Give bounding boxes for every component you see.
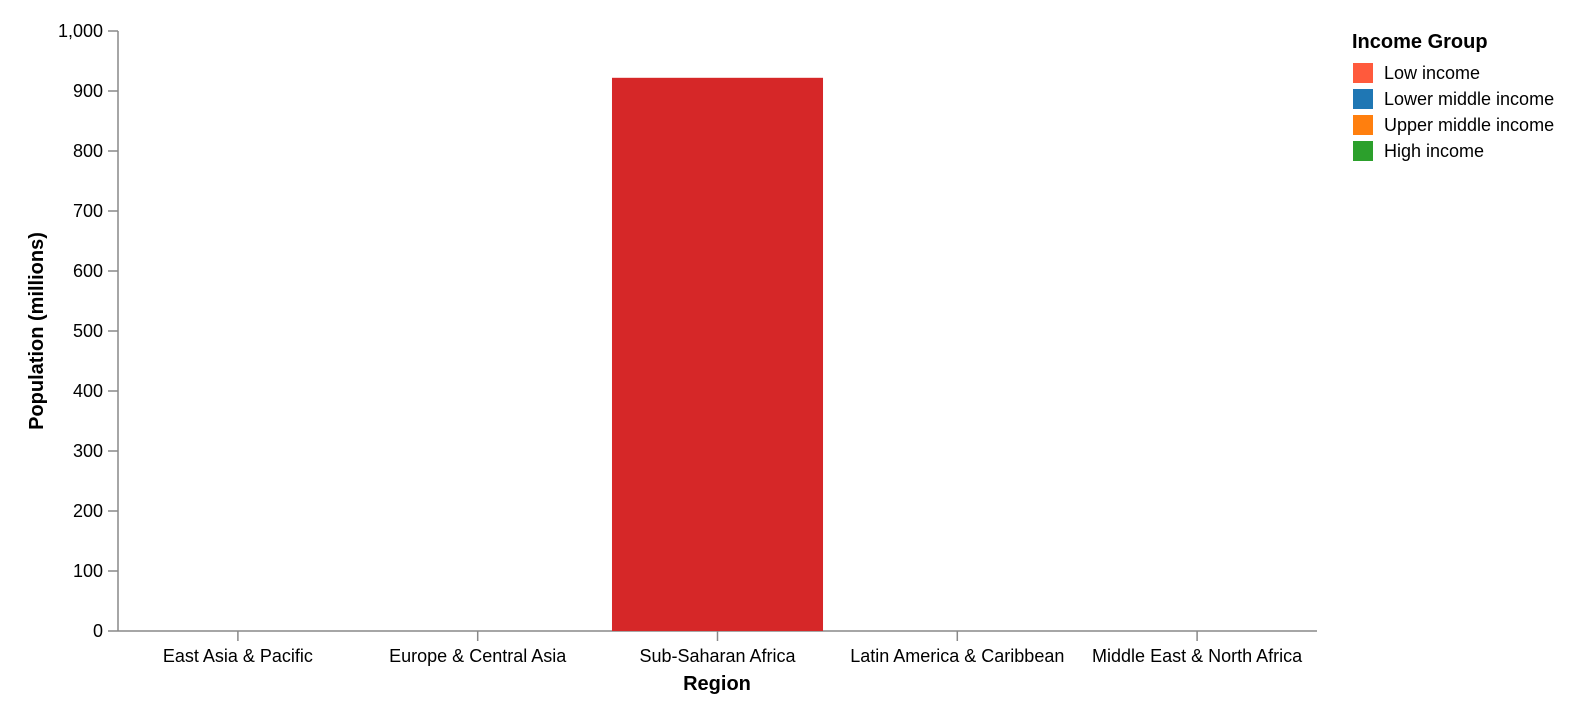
- bar: [611, 77, 824, 632]
- legend-label: Lower middle income: [1384, 89, 1554, 109]
- y-tick-label: 0: [93, 621, 103, 641]
- y-tick-label: 200: [73, 501, 103, 521]
- legend-title: Income Group: [1352, 31, 1488, 53]
- legend-swatch: [1353, 141, 1373, 161]
- y-tick-label: 900: [73, 81, 103, 101]
- y-tick-label: 1,000: [58, 21, 103, 41]
- y-tick-label: 300: [73, 441, 103, 461]
- y-axis-title: Population (millions): [26, 232, 48, 430]
- y-tick-label: 700: [73, 201, 103, 221]
- legend-label: Upper middle income: [1384, 115, 1554, 135]
- y-tick-label: 100: [73, 561, 103, 581]
- x-axis-title: Region: [683, 673, 751, 695]
- x-axis: East Asia & Pacific Europe & Central Asia…: [118, 630, 1317, 666]
- legend-label: Low income: [1384, 63, 1480, 83]
- y-tick-label: 400: [73, 381, 103, 401]
- bars: [611, 77, 824, 632]
- y-axis: 0 100 200 300 400 500 600 700 800 900 1,000: [58, 21, 119, 641]
- x-tick-label: Middle East & North Africa: [1092, 646, 1303, 666]
- legend-swatch: [1353, 89, 1373, 109]
- x-tick-label: East Asia & Pacific: [163, 646, 313, 666]
- y-tick-label: 500: [73, 321, 103, 341]
- y-tick-label: 600: [73, 261, 103, 281]
- x-tick-label: Sub-Saharan Africa: [639, 646, 796, 666]
- x-tick-label: Latin America & Caribbean: [850, 646, 1064, 666]
- x-tick-label: Europe & Central Asia: [389, 646, 567, 666]
- legend-label: High income: [1384, 141, 1484, 161]
- y-tick-label: 800: [73, 141, 103, 161]
- legend-swatch: [1353, 63, 1373, 83]
- legend: Income Group Low income Lower middle inco…: [1352, 31, 1554, 161]
- legend-swatch: [1353, 115, 1373, 135]
